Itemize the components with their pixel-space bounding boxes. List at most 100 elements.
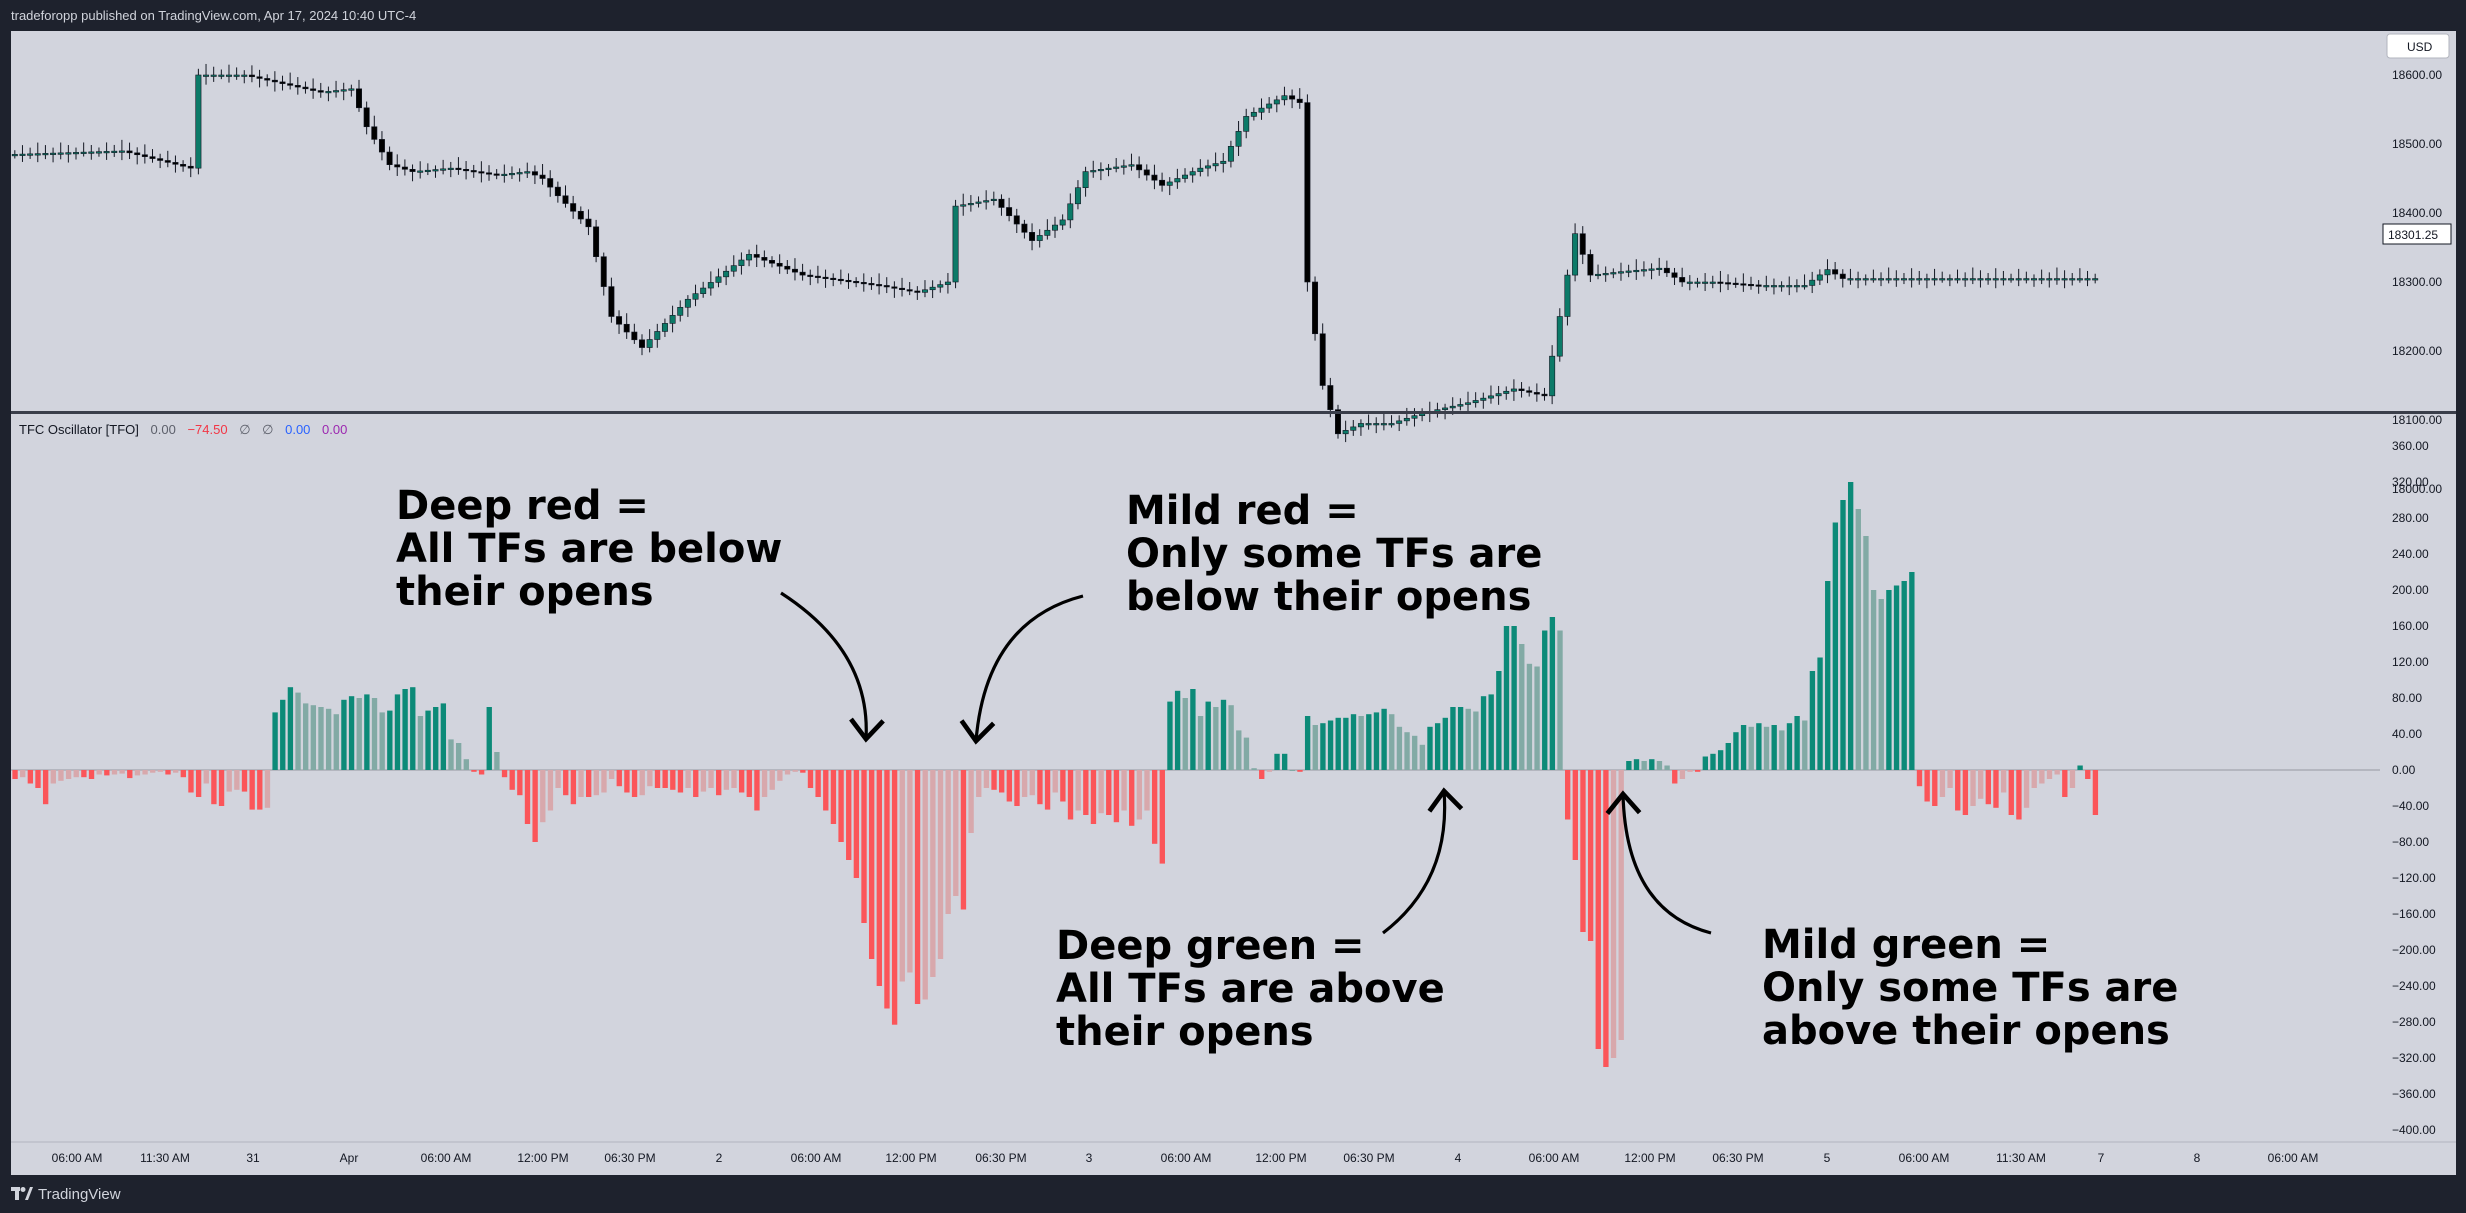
candle-body bbox=[2046, 278, 2053, 281]
oscillator-bar bbox=[876, 770, 882, 986]
time-axis[interactable]: 06:00 AM 11:30 AM 31 Apr 06:00 AM 12:00 PM 06:… bbox=[11, 1141, 2456, 1165]
oscillator-bar bbox=[1006, 770, 1013, 802]
candle-body bbox=[1411, 415, 1418, 419]
candle-body bbox=[1319, 333, 1326, 386]
candle-body bbox=[791, 268, 798, 273]
oscillator-bar bbox=[88, 770, 95, 779]
oscillator-axis-tick: −240.00 bbox=[2392, 979, 2436, 993]
oscillator-bar bbox=[1037, 770, 1043, 805]
oscillator-bar bbox=[1266, 770, 1273, 772]
oscillator-bar bbox=[700, 770, 707, 792]
candle-body bbox=[1625, 270, 1632, 273]
oscillator-bar bbox=[42, 770, 49, 805]
candle-body bbox=[830, 277, 837, 280]
candle-body bbox=[2084, 278, 2091, 281]
oscillator-bar bbox=[1136, 770, 1143, 820]
oscillator-axis-tick: −120.00 bbox=[2392, 871, 2436, 885]
oscillator-bar bbox=[1809, 671, 1816, 770]
oscillator-bar bbox=[1733, 732, 1739, 770]
oscillator-pane[interactable]: 360.00 320.00 280.00 240.00 200.00 160.00 120.… bbox=[11, 439, 2436, 1137]
oscillator-bar bbox=[1978, 770, 1984, 799]
oscillator-bar bbox=[333, 714, 339, 770]
candle-body bbox=[1572, 233, 1579, 276]
time-axis-label: Apr bbox=[340, 1151, 359, 1165]
oscillator-bar bbox=[1404, 732, 1410, 770]
candle-body bbox=[646, 339, 653, 348]
oscillator-legend[interactable]: TFC Oscillator [TFO] 0.00 −74.50 ∅ ∅ 0.0… bbox=[19, 422, 347, 437]
candle-body bbox=[42, 153, 49, 156]
candle-body bbox=[1304, 102, 1311, 283]
oscillator-bar bbox=[693, 770, 699, 797]
oscillator-axis-tick: 320.00 bbox=[2392, 475, 2429, 489]
candle-body bbox=[1946, 278, 1953, 281]
candle-body bbox=[723, 270, 730, 278]
oscillator-bars[interactable] bbox=[12, 482, 2099, 1067]
annotation-mild-green-line-1: Mild green = bbox=[1762, 922, 2050, 968]
time-axis-label: 12:00 PM bbox=[885, 1151, 936, 1165]
time-axis-label: 06:00 AM bbox=[1899, 1151, 1950, 1165]
oscillator-bar bbox=[540, 770, 546, 823]
oscillator-bar bbox=[868, 770, 875, 959]
candle-body bbox=[1755, 284, 1762, 287]
oscillator-bar bbox=[1220, 699, 1227, 770]
oscillator-bar bbox=[1717, 750, 1724, 770]
candle-body bbox=[1541, 393, 1548, 397]
time-axis-label: 31 bbox=[246, 1151, 260, 1165]
currency-badge[interactable]: USD bbox=[2386, 33, 2450, 59]
candle-body bbox=[692, 293, 699, 300]
price-axis[interactable]: 18600.00 18500.00 18400.00 18300.00 18200.00… bbox=[2392, 68, 2442, 496]
oscillator-bar bbox=[2046, 770, 2053, 779]
price-axis-tick: 18000.00 bbox=[2392, 482, 2442, 496]
candle-body bbox=[103, 151, 110, 154]
chart-area[interactable]: 18600.00 18500.00 18400.00 18300.00 18200.00… bbox=[11, 31, 2456, 1175]
annotation-mild-green: Mild green = Only some TFs are above the… bbox=[1605, 790, 2178, 1054]
candle-body bbox=[1442, 407, 1449, 410]
oscillator-bar bbox=[1695, 770, 1701, 772]
last-price-marker: 18301.25 bbox=[2382, 223, 2452, 245]
price-candles[interactable] bbox=[11, 63, 2099, 443]
oscillator-legend-text: TFC Oscillator [TFO] 0.00 −74.50 ∅ ∅ 0.0… bbox=[19, 422, 347, 437]
oscillator-bar bbox=[180, 770, 186, 778]
candle-body bbox=[149, 156, 156, 159]
candle-body bbox=[340, 89, 347, 92]
oscillator-bar bbox=[1236, 730, 1242, 770]
candle-body bbox=[287, 83, 294, 86]
candle-body bbox=[141, 154, 148, 157]
tradingview-logo[interactable]: TradingView bbox=[11, 1185, 121, 1203]
oscillator-bar bbox=[1396, 726, 1403, 770]
oscillator-axis-tick: 200.00 bbox=[2392, 583, 2429, 597]
candle-body bbox=[1166, 181, 1173, 186]
candle-body bbox=[1740, 283, 1747, 286]
oscillator-bar bbox=[976, 770, 982, 797]
oscillator-bar bbox=[1014, 770, 1020, 806]
oscillator-bar bbox=[1075, 770, 1081, 811]
oscillator-bar bbox=[662, 770, 668, 788]
oscillator-axis-tick: 240.00 bbox=[2392, 547, 2429, 561]
candle-body bbox=[401, 166, 408, 170]
oscillator-bar bbox=[738, 770, 745, 793]
candle-body bbox=[1449, 405, 1456, 409]
oscillator-bar bbox=[1901, 581, 1907, 770]
candle-body bbox=[463, 169, 470, 172]
oscillator-bar bbox=[203, 770, 209, 784]
oscillator-bar bbox=[134, 770, 141, 776]
oscillator-axis-tick: −80.00 bbox=[2392, 835, 2429, 849]
price-axis-tick: 18400.00 bbox=[2392, 206, 2442, 220]
candle-body bbox=[845, 279, 852, 283]
oscillator-bar bbox=[310, 705, 317, 770]
oscillator-bar bbox=[2069, 770, 2076, 788]
oscillator-bar bbox=[1251, 768, 1257, 770]
oscillator-axis[interactable]: 360.00 320.00 280.00 240.00 200.00 160.00 120.… bbox=[2392, 439, 2436, 1137]
oscillator-bar bbox=[1564, 770, 1571, 820]
price-pane[interactable]: 18600.00 18500.00 18400.00 18300.00 18200.00… bbox=[11, 33, 2452, 496]
oscillator-bar bbox=[570, 770, 577, 805]
candle-body bbox=[1564, 274, 1571, 317]
chart-canvas[interactable]: 18600.00 18500.00 18400.00 18300.00 18200.00… bbox=[11, 31, 2456, 1175]
oscillator-bar bbox=[968, 770, 974, 833]
candle-body bbox=[531, 171, 538, 176]
candle-body bbox=[746, 254, 753, 261]
oscillator-bar bbox=[20, 770, 26, 778]
time-axis-label: 2 bbox=[716, 1151, 723, 1165]
oscillator-bar bbox=[448, 739, 454, 770]
pane-separator[interactable] bbox=[11, 411, 2456, 414]
